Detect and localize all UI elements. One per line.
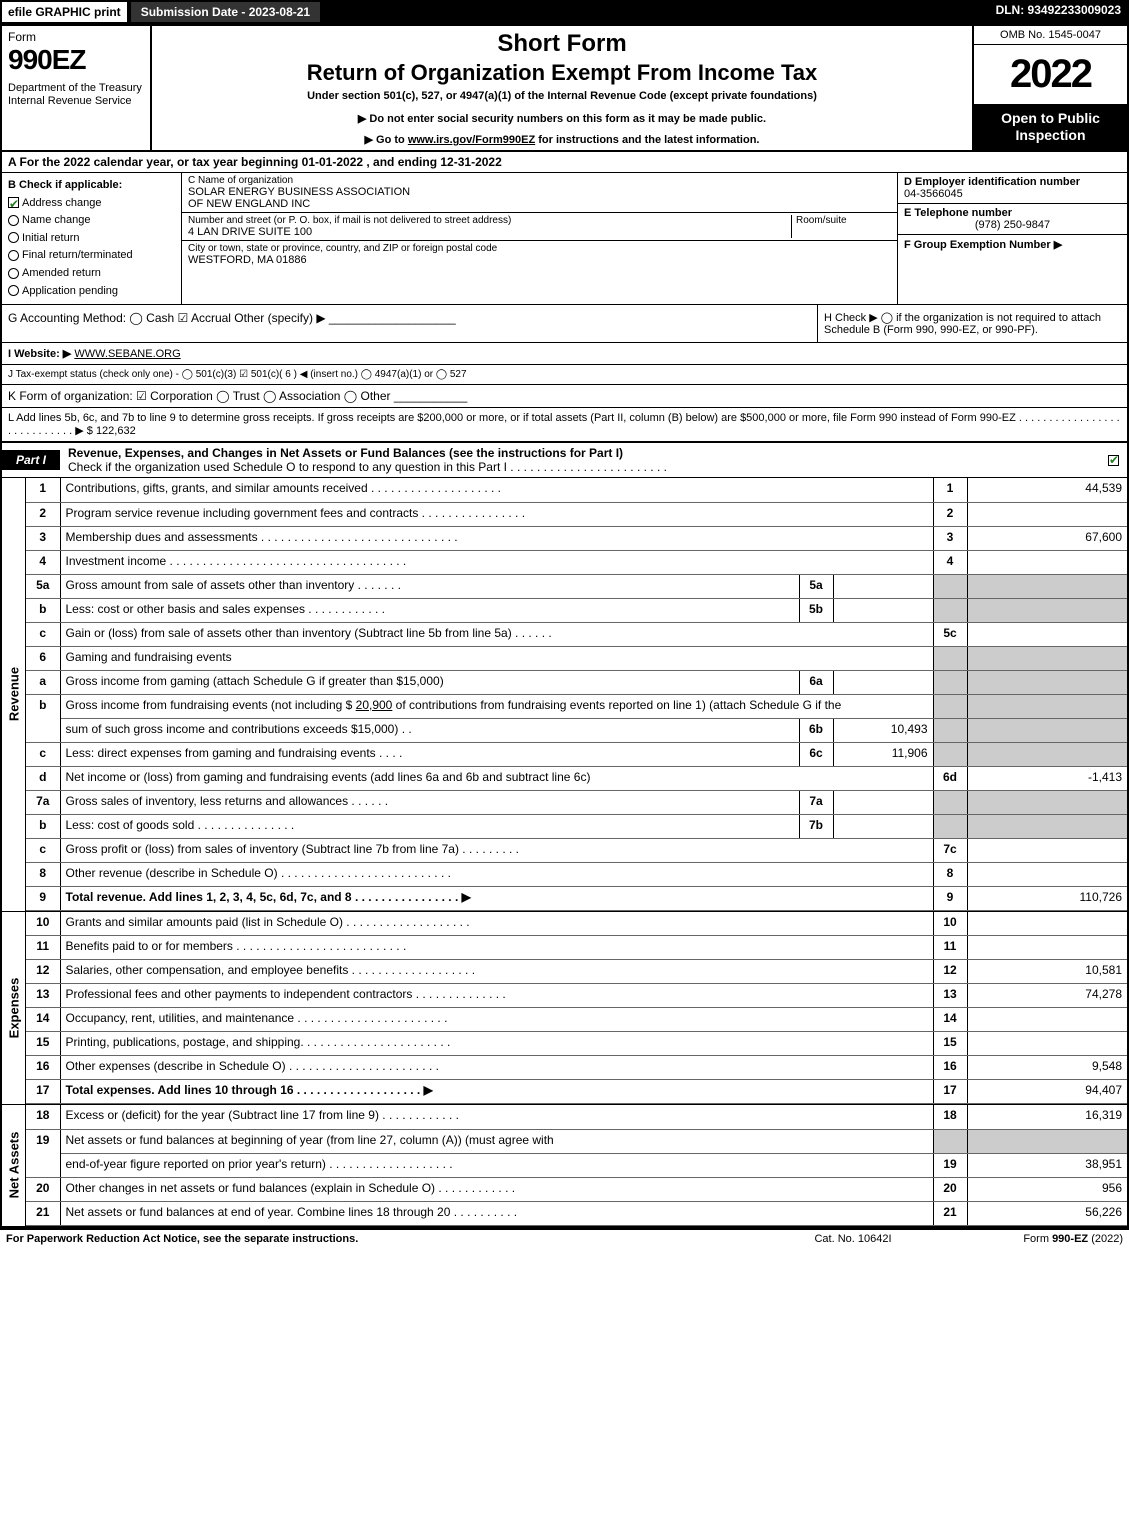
line-8: 8Other revenue (describe in Schedule O) …: [26, 862, 1127, 886]
line-4: 4Investment income . . . . . . . . . . .…: [26, 550, 1127, 574]
short-form-label: Short Form: [158, 30, 966, 58]
chk-pending[interactable]: [8, 285, 19, 296]
top-bar: efile GRAPHIC print Submission Date - 20…: [0, 0, 1129, 24]
line-10: 10Grants and similar amounts paid (list …: [26, 912, 1127, 936]
website-url[interactable]: WWW.SEBANE.ORG: [74, 348, 180, 360]
group-exemption: F Group Exemption Number ▶: [904, 239, 1062, 251]
line-2: 2Program service revenue including gover…: [26, 502, 1127, 526]
ein: 04-3566045: [904, 188, 963, 200]
line-7b: bLess: cost of goods sold . . . . . . . …: [26, 814, 1127, 838]
line-21: 21Net assets or fund balances at end of …: [26, 1201, 1127, 1225]
chk-amended[interactable]: [8, 268, 19, 279]
line-6: 6Gaming and fundraising events: [26, 646, 1127, 670]
line-19a: 19Net assets or fund balances at beginni…: [26, 1129, 1127, 1153]
line-5a: 5aGross amount from sale of assets other…: [26, 574, 1127, 598]
efile-label: efile GRAPHIC print: [0, 0, 129, 24]
telephone: (978) 250-9847: [904, 219, 1121, 231]
part-1-header: Part I Revenue, Expenses, and Changes in…: [2, 443, 1127, 478]
line-13: 13Professional fees and other payments t…: [26, 984, 1127, 1008]
line-7a: 7aGross sales of inventory, less returns…: [26, 790, 1127, 814]
org-address: 4 LAN DRIVE SUITE 100: [188, 226, 791, 238]
row-g-h: G Accounting Method: ◯ Cash ☑ Accrual Ot…: [2, 305, 1127, 343]
col-def: D Employer identification number 04-3566…: [897, 173, 1127, 304]
row-k-org-form: K Form of organization: ☑ Corporation ◯ …: [2, 385, 1127, 408]
form-number: 990EZ: [8, 44, 144, 76]
department: Department of the Treasury Internal Reve…: [8, 82, 144, 108]
row-l-gross-receipts: L Add lines 5b, 6c, and 7b to line 9 to …: [2, 408, 1127, 443]
line-15: 15Printing, publications, postage, and s…: [26, 1032, 1127, 1056]
dln: DLN: 93492233009023: [988, 0, 1129, 24]
subtitle-3: ▶ Go to www.irs.gov/Form990EZ for instru…: [158, 133, 966, 146]
line-6d: dNet income or (loss) from gaming and fu…: [26, 766, 1127, 790]
org-name: SOLAR ENERGY BUSINESS ASSOCIATION OF NEW…: [188, 186, 891, 210]
subtitle-1: Under section 501(c), 527, or 4947(a)(1)…: [158, 90, 966, 102]
line-6c: cLess: direct expenses from gaming and f…: [26, 742, 1127, 766]
line-20: 20Other changes in net assets or fund ba…: [26, 1177, 1127, 1201]
line-7c: cGross profit or (loss) from sales of in…: [26, 838, 1127, 862]
gross-receipts: 122,632: [96, 425, 136, 437]
omb-number: OMB No. 1545-0047: [974, 26, 1127, 45]
line-6b: bGross income from fundraising events (n…: [26, 694, 1127, 718]
line-12: 12Salaries, other compensation, and empl…: [26, 960, 1127, 984]
line-18: 18Excess or (deficit) for the year (Subt…: [26, 1105, 1127, 1129]
line-14: 14Occupancy, rent, utilities, and mainte…: [26, 1008, 1127, 1032]
line-1: 1Contributions, gifts, grants, and simil…: [26, 478, 1127, 502]
chk-name-change[interactable]: [8, 215, 19, 226]
col-c-org-info: C Name of organization SOLAR ENERGY BUSI…: [182, 173, 897, 304]
line-6a: aGross income from gaming (attach Schedu…: [26, 670, 1127, 694]
expenses-section-label: Expenses: [2, 912, 26, 1105]
tax-year: 2022: [974, 45, 1127, 104]
line-9: 9Total revenue. Add lines 1, 2, 3, 4, 5c…: [26, 886, 1127, 910]
org-city: WESTFORD, MA 01886: [188, 254, 497, 266]
line-11: 11Benefits paid to or for members . . . …: [26, 936, 1127, 960]
part1-schedule-o-check[interactable]: [1108, 455, 1119, 466]
netassets-section-label: Net Assets: [2, 1105, 26, 1226]
irs-link[interactable]: www.irs.gov/Form990EZ: [408, 134, 535, 146]
form-word: Form: [8, 30, 144, 44]
open-to-public: Open to Public Inspection: [974, 104, 1127, 150]
form-header: Form 990EZ Department of the Treasury In…: [2, 26, 1127, 152]
submission-date: Submission Date - 2023-08-21: [129, 0, 322, 24]
chk-final-return[interactable]: [8, 250, 19, 261]
row-a-tax-year: A For the 2022 calendar year, or tax yea…: [2, 152, 1127, 173]
schedule-b-check: H Check ▶ ◯ if the organization is not r…: [817, 305, 1127, 342]
revenue-section-label: Revenue: [2, 478, 26, 911]
line-3: 3Membership dues and assessments . . . .…: [26, 526, 1127, 550]
line-5c: cGain or (loss) from sale of assets othe…: [26, 622, 1127, 646]
line-5b: bLess: cost or other basis and sales exp…: [26, 598, 1127, 622]
subtitle-2: ▶ Do not enter social security numbers o…: [158, 112, 966, 125]
line-16: 16Other expenses (describe in Schedule O…: [26, 1056, 1127, 1080]
line-17: 17Total expenses. Add lines 10 through 1…: [26, 1080, 1127, 1104]
row-j-tax-status: J Tax-exempt status (check only one) - ◯…: [2, 365, 1127, 385]
row-i-website: I Website: ▶ WWW.SEBANE.ORG: [2, 343, 1127, 365]
accounting-method: G Accounting Method: ◯ Cash ☑ Accrual Ot…: [2, 305, 817, 342]
col-b-checkboxes: B Check if applicable: Address change Na…: [2, 173, 182, 304]
chk-address-change[interactable]: [8, 197, 19, 208]
chk-initial-return[interactable]: [8, 232, 19, 243]
form-title: Return of Organization Exempt From Incom…: [158, 60, 966, 86]
line-19b: end-of-year figure reported on prior yea…: [26, 1153, 1127, 1177]
page-footer: For Paperwork Reduction Act Notice, see …: [0, 1230, 1129, 1248]
